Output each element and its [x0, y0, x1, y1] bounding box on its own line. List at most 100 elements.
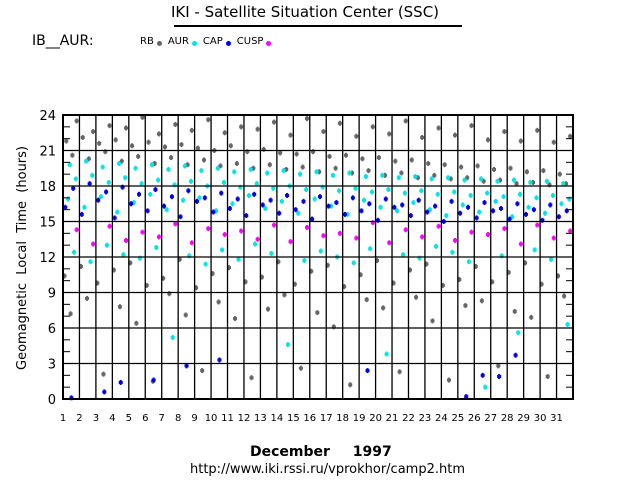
- point-cap-cross: [393, 204, 396, 210]
- point-aur-cross: [560, 201, 563, 207]
- point-aur-cross: [83, 204, 86, 210]
- point-cusp-cross: [108, 223, 111, 229]
- point-cap-cross: [311, 216, 314, 222]
- point-aur-cross: [562, 181, 565, 187]
- point-rb-cross: [252, 165, 255, 171]
- point-rb-cross: [382, 305, 385, 311]
- point-cap-cross: [401, 202, 404, 208]
- legend-marker: [266, 41, 272, 46]
- point-cap-cross: [483, 200, 486, 206]
- x-tick-label: 18: [336, 413, 349, 424]
- point-cap-cross: [360, 208, 363, 214]
- point-aur-cross: [221, 247, 224, 253]
- point-rb-cross: [425, 261, 428, 267]
- legend-item-cusp: CUSP: [237, 36, 272, 47]
- point-aur-cross: [66, 196, 69, 202]
- point-rb-cross: [135, 320, 138, 326]
- point-aur-cross: [430, 176, 433, 182]
- point-aur-cross: [231, 201, 234, 207]
- point-rb-cross: [207, 117, 210, 123]
- point-aur-cross: [385, 351, 388, 357]
- point-rb-cross: [86, 295, 89, 301]
- point-aur-cross: [519, 191, 522, 197]
- point-rb-cross: [244, 279, 247, 285]
- point-aur-cross: [171, 334, 174, 340]
- point-rb-cross: [240, 124, 243, 130]
- point-aur-cross: [297, 210, 300, 216]
- point-rb-cross: [421, 134, 424, 140]
- point-rb-cross: [178, 256, 181, 262]
- point-aur-cross: [215, 208, 217, 214]
- point-rb-cross: [256, 126, 259, 132]
- point-cusp-cross: [322, 233, 325, 239]
- point-aur-cross: [387, 187, 390, 193]
- point-cap-cross: [220, 190, 223, 196]
- point-cap-cross: [524, 211, 527, 217]
- point-cap-cross: [80, 211, 83, 217]
- point-cusp-cross: [338, 230, 341, 236]
- point-aur-cross: [420, 188, 423, 194]
- point-rb-cross: [310, 268, 313, 274]
- point-rb-cross: [410, 157, 413, 163]
- legend-label: RB: [140, 36, 154, 47]
- point-cap-cross: [130, 201, 133, 207]
- point-aur-cross: [118, 161, 121, 167]
- point-aur-cross: [305, 187, 308, 193]
- point-cap-cross: [516, 201, 519, 207]
- point-cusp-cross: [223, 232, 226, 238]
- point-aur-cross: [233, 169, 236, 175]
- point-rb-cross: [365, 297, 368, 303]
- point-aur-cross: [379, 204, 382, 210]
- point-rb-cross: [69, 311, 72, 317]
- point-rb-cross: [63, 273, 66, 279]
- x-tick-label: 4: [109, 413, 115, 424]
- point-rb-cross: [299, 365, 302, 371]
- x-tick-label: 6: [142, 413, 148, 424]
- point-rb-cross: [367, 168, 370, 174]
- point-aur-cross: [402, 252, 405, 258]
- legend-item-cap: CAP: [203, 36, 231, 47]
- point-rb-cross: [184, 312, 187, 318]
- point-cusp-cross: [273, 222, 276, 228]
- point-cap-cross: [228, 205, 231, 211]
- point-cap-cross: [351, 195, 354, 201]
- point-cap-cross: [286, 192, 289, 198]
- point-rb-cross: [201, 368, 204, 374]
- point-aur-cross: [321, 184, 324, 190]
- data-points: [62, 114, 573, 401]
- point-cap-cross: [335, 200, 338, 206]
- point-rb-cross: [470, 123, 473, 129]
- point-cap-cross: [318, 194, 321, 200]
- point-cap-cross: [179, 214, 182, 220]
- point-cusp-cross: [454, 237, 457, 243]
- point-aur-cross: [354, 185, 357, 191]
- point-rb-cross: [295, 151, 298, 157]
- point-cap-cross: [459, 210, 462, 216]
- point-rb-cross: [318, 169, 321, 175]
- legend-item-rb: RB: [140, 36, 162, 47]
- x-tick-label: 16: [303, 413, 316, 424]
- x-tick-label: 3: [93, 413, 99, 424]
- point-rb-cross: [376, 258, 379, 264]
- point-cusp-cross: [305, 224, 308, 230]
- point-rb-cross: [552, 139, 555, 145]
- point-rb-cross: [268, 162, 271, 168]
- point-cap-cross: [97, 197, 100, 203]
- point-cap-cross: [384, 196, 387, 202]
- point-aur-cross: [486, 190, 489, 196]
- point-rb-cross: [186, 162, 189, 168]
- point-cusp-cross: [552, 235, 555, 241]
- source-url[interactable]: http://www.iki.rssi.ru/vprokhor/camp2.ht…: [190, 462, 465, 477]
- point-cap-cross: [103, 389, 106, 395]
- point-cusp-cross: [355, 235, 358, 241]
- x-tick-label: 5: [126, 413, 132, 424]
- point-aur-cross: [140, 181, 143, 187]
- point-rb-cross: [235, 161, 238, 167]
- point-rb-cross: [388, 131, 391, 137]
- point-cap-cross: [236, 196, 239, 202]
- point-cap-cross: [409, 213, 412, 219]
- point-aur-cross: [155, 245, 158, 251]
- legend-label: AUR: [167, 36, 189, 47]
- point-rb-cross: [359, 272, 362, 278]
- point-cusp-cross: [371, 220, 374, 226]
